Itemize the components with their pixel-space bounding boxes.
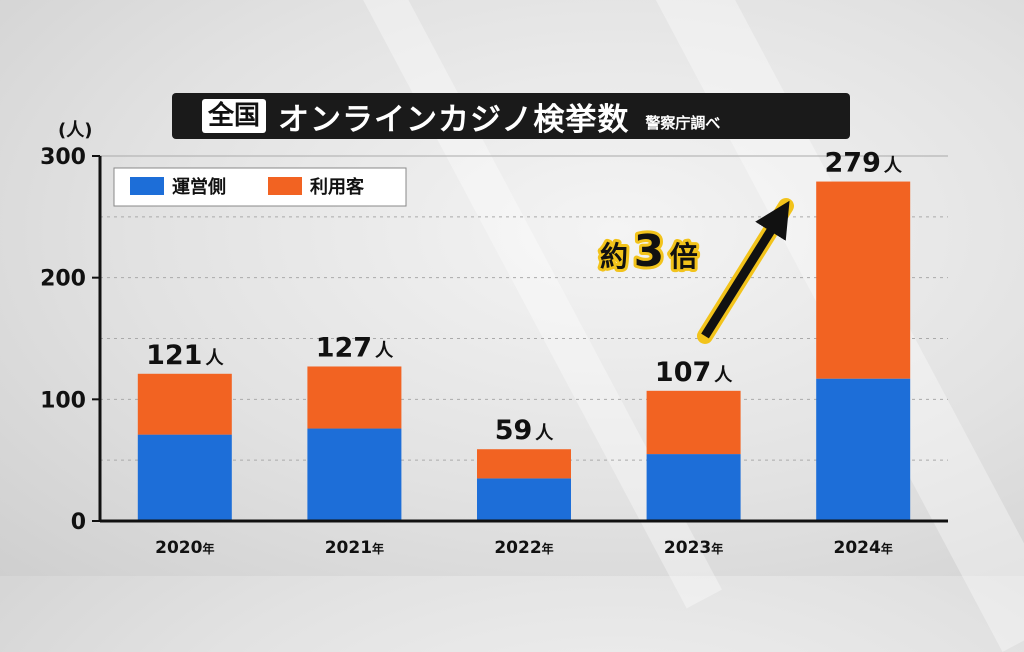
x-tick-label-2021: 2021年 (325, 538, 384, 558)
grid-lines (100, 155, 948, 461)
y-axis-unit: (人) (58, 120, 93, 141)
bar-user-2021 (307, 366, 402, 429)
title-bar: 全国 オンラインカジノ検挙数 警察庁調べ (172, 93, 850, 139)
total-label-2023: 107 人 (655, 357, 733, 388)
bar-operator-2024 (816, 378, 911, 521)
x-tick-label-2022: 2022年 (494, 538, 553, 558)
bar-user-2020 (137, 373, 232, 435)
y-tick-label-200: 200 (40, 267, 86, 292)
labels: 121 人 2020年 127 人 2021年 59 人 2022年 107 人 2023年 279 人 2… (146, 148, 903, 558)
y-tick-label-100: 100 (40, 388, 86, 413)
chart-title: オンラインカジノ検挙数 (278, 101, 630, 138)
axes: 0 100 200 300 (40, 145, 948, 535)
total-label-2021: 127 人 (316, 332, 394, 363)
title-badge: 全国 (202, 99, 267, 133)
bar-user-2024 (816, 181, 911, 379)
annotation-suffix: 倍 (670, 240, 698, 273)
legend-label-user: 利用客 (310, 176, 365, 198)
bar-operator-2023 (646, 454, 741, 521)
legend-swatch-operator (130, 177, 164, 195)
bar-operator-2020 (137, 434, 232, 521)
legend: 運営側 利用客 (113, 167, 407, 207)
x-tick-label-2024: 2024年 (834, 538, 893, 558)
source-label: 警察庁調べ (645, 113, 721, 132)
y-tick-label-0: 0 (71, 510, 86, 535)
bar-operator-2022 (477, 478, 571, 521)
legend-swatch-user (268, 177, 302, 195)
bar-user-2022 (477, 449, 571, 479)
total-label-2022: 59 人 (495, 415, 555, 446)
svg-text:約 3 倍: 約 3 倍 (600, 226, 698, 277)
bar-chart: 0 100 200 300 121 人 2020年 127 人 2021年 59 人 2022年 107… (40, 145, 948, 558)
annotation-prefix: 約 (600, 240, 628, 273)
bar-operator-2021 (307, 428, 402, 521)
growth-arrow (701, 200, 790, 339)
total-label-2024: 279 人 (825, 148, 903, 179)
total-label-2020: 121 人 (146, 340, 224, 371)
x-tick-label-2020: 2020年 (155, 538, 214, 558)
annotation-number: 3 (634, 226, 665, 277)
bars (137, 181, 911, 521)
legend-label-operator: 運営側 (172, 176, 226, 198)
growth-annotation: 約 3 倍 (597, 198, 794, 344)
y-tick-label-300: 300 (40, 145, 86, 170)
bar-user-2023 (646, 390, 741, 455)
x-tick-label-2023: 2023年 (664, 538, 723, 558)
